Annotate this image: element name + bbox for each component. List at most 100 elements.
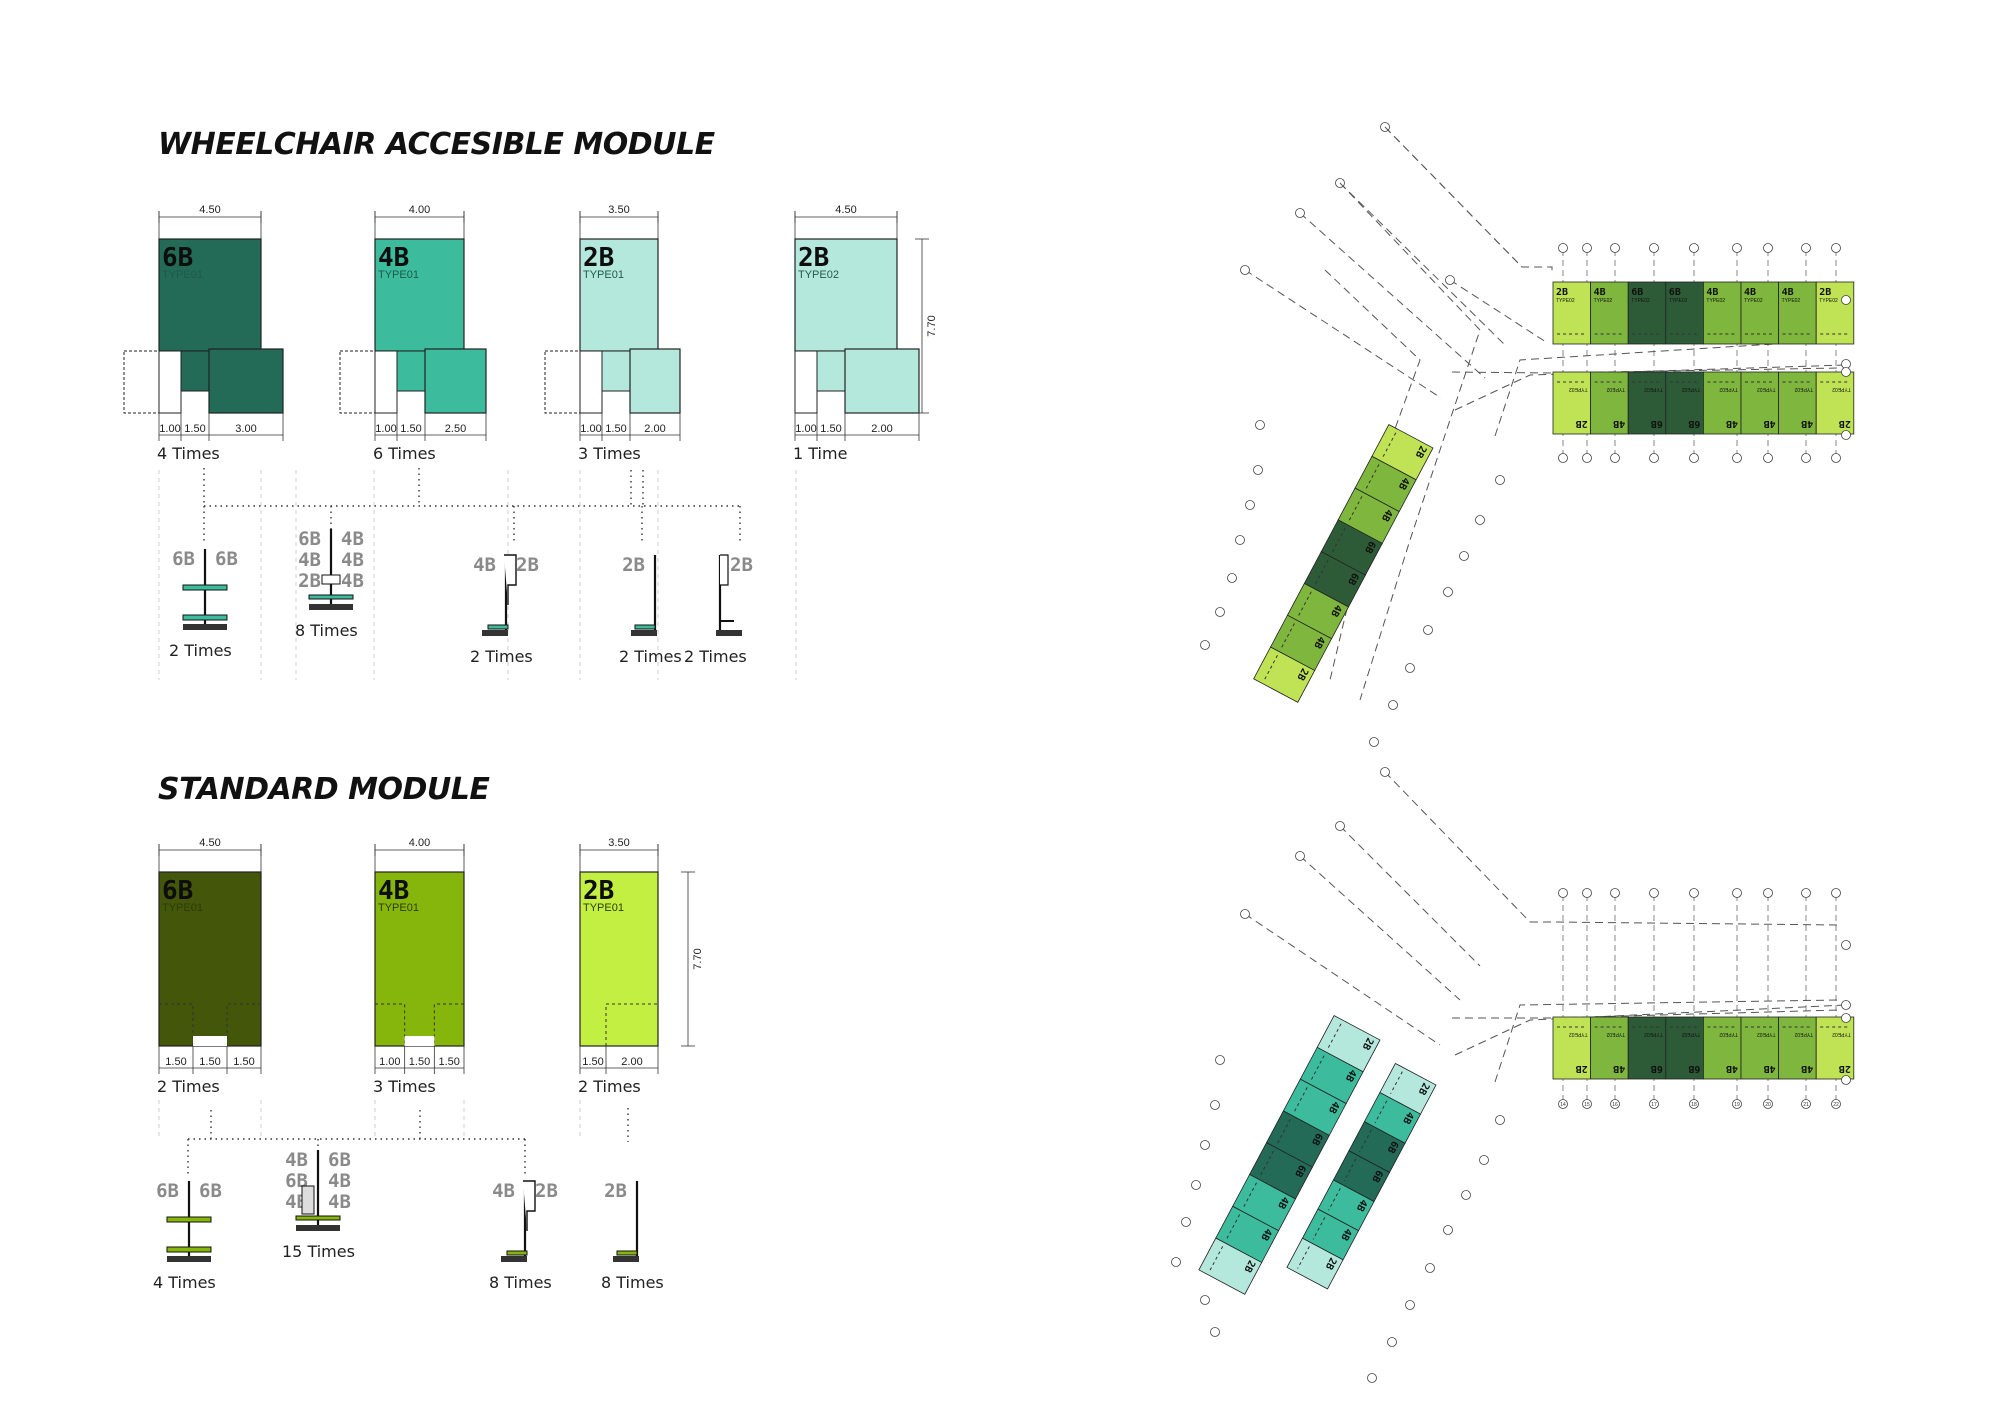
bot-row-unit-4-code: 4B: [1726, 1063, 1738, 1074]
top-lower-unit-6-type: TYPE02: [1794, 386, 1813, 392]
standard-module-1-bdim-1: 1.50: [409, 1056, 430, 1068]
wheelchair-module-title: WHEELCHAIR ACCESIBLE MODULE: [158, 127, 716, 162]
wheelchair-module-1-bdim-0: 1.00: [375, 423, 396, 435]
top-lower-unit-5-code: 4B: [1764, 418, 1776, 429]
bot-ray-3: [1244, 913, 1441, 1046]
bot-ray-0: [1384, 771, 1531, 923]
wheelchair-module-2-width-dim: 3.50: [608, 204, 629, 216]
bot-row-bubble-0: [1841, 940, 1851, 950]
bot-ray-1: [1339, 825, 1481, 967]
bot-grid-bubble-top-3: [1649, 888, 1659, 898]
standard-module-1-door-notch: [404, 1036, 435, 1046]
top-grid-bubble-bot-8: [1831, 453, 1841, 463]
top-lower-unit-4-type: TYPE02: [1719, 386, 1738, 392]
wheelchair-module-2-count: 3 Times: [578, 444, 641, 463]
standard-stack-1-right-2: 4B: [328, 1191, 351, 1213]
top-wing-bubble-r-1: [1475, 515, 1485, 525]
bot-row-unit-1-code: 4B: [1613, 1063, 1625, 1074]
bot-wing-bubble-l-2: [1200, 1140, 1210, 1150]
top-upper-unit-5-type: TYPE02: [1744, 298, 1763, 304]
standard-stack-3-ground: [613, 1256, 639, 1262]
top-upper-unit-5-code: 4B: [1744, 287, 1756, 298]
top-grid-bubble-top-3: [1649, 243, 1659, 253]
top-wing-unit-5-partition: [1297, 591, 1312, 617]
top-lower-unit-6-code: 4B: [1801, 418, 1813, 429]
top-lower-unit-4-code: 4B: [1726, 418, 1738, 429]
bot-ray-bubble-0: [1380, 767, 1390, 777]
wheelchair-stack-0-left-0: 6B: [172, 548, 195, 570]
top-wing-unit-0-code: 2B: [1413, 444, 1428, 460]
wheelchair-module-3-bdim-2: 2.00: [871, 423, 892, 435]
bot-row-unit-6-code: 4B: [1801, 1063, 1813, 1074]
bot-ray-2: [1299, 855, 1461, 1001]
wheelchair-stack-1-slab-mid: [308, 594, 354, 600]
bot-grid-bubble-top-5: [1732, 888, 1742, 898]
wheelchair-module-3-code: 2B: [798, 243, 829, 273]
standard-stack-1-right-1: 4B: [328, 1170, 351, 1192]
top-wing-bubble-r-3: [1443, 587, 1453, 597]
bot-row-unit-5-type: TYPE02: [1757, 1031, 1776, 1037]
top-wing-unit-5-code: 4B: [1328, 603, 1343, 619]
standard-stack-2-left-0: 4B: [492, 1180, 515, 1202]
wheelchair-module-0-bdim-0: 1.00: [159, 423, 180, 435]
bot-row-unit-3-type: TYPE02: [1682, 1031, 1701, 1037]
standard-module-0-body: [158, 871, 262, 1047]
bot-ray-bubble-1: [1335, 821, 1345, 831]
top-ray-1: [1339, 182, 1506, 346]
bot-wing-bubble-r-5: [1405, 1300, 1415, 1310]
top-grid-bubble-bot-2: [1610, 453, 1620, 463]
top-row-bubble-3: [1841, 430, 1851, 440]
bot-row-unit-2-code: 6B: [1651, 1063, 1663, 1074]
wheelchair-module-1-dashed-wing: [339, 350, 376, 414]
wheelchair-module-3-body: [794, 238, 898, 352]
top-wing-bubble-l-3: [1235, 535, 1245, 545]
standard-module-0-bdim-0: 1.50: [165, 1056, 186, 1068]
wheelchair-module-2-type: TYPE01: [583, 269, 624, 281]
bot-wing-inner-unit-1-code: 4B: [1400, 1110, 1415, 1126]
wheelchair-stack-2-count: 2 Times: [470, 647, 533, 666]
bot-grid-bubble-top-2: [1610, 888, 1620, 898]
wheelchair-stack-4-right-0: 2B: [730, 554, 753, 576]
wheelchair-module-3-bdim-1: 1.50: [820, 423, 841, 435]
bot-row-unit-4-type: TYPE02: [1719, 1031, 1738, 1037]
standard-module-0-code: 6B: [162, 876, 193, 906]
standard-height-dim: 7.70: [692, 948, 704, 969]
bot-wing-bubble-l-0: [1215, 1055, 1225, 1065]
bot-wing-bubble-l-1: [1210, 1100, 1220, 1110]
wheelchair-module-2-wing-a: [579, 350, 603, 414]
bot-wing-inner-unit-1-partition: [1374, 1100, 1388, 1124]
top-wing-unit-1-partition: [1365, 464, 1380, 490]
bot-grid-number-6: 20: [1765, 1102, 1771, 1108]
wheelchair-stack-3-count: 2 Times: [619, 647, 682, 666]
top-upper-unit-3-code: 6B: [1669, 287, 1681, 298]
standard-stack-2-ground: [501, 1256, 527, 1262]
top-wing-unit-7: [1253, 646, 1316, 703]
bot-ray-bubble-2: [1295, 851, 1305, 861]
bot-grid-bubble-bot-3: [1649, 1099, 1659, 1109]
wheelchair-stack-2-slab-mid: [487, 624, 509, 630]
bot-wing-inner-unit-6-partition: [1297, 1246, 1310, 1269]
bot-grid-bubble-top-4: [1689, 888, 1699, 898]
bot-wing-outer-unit-4-partition: [1259, 1150, 1274, 1176]
top-grid-bubble-top-0: [1558, 243, 1568, 253]
top-grid-bubble-bot-6: [1763, 453, 1773, 463]
bot-row-unit-0-code: 2B: [1576, 1063, 1588, 1074]
top-wing-bubble-r-2: [1459, 551, 1469, 561]
wheelchair-stack-4-ground: [716, 630, 742, 636]
wheelchair-module-0-bdim-1: 1.50: [184, 423, 205, 435]
top-path-d: [1451, 367, 1841, 374]
wheelchair-module-1-code: 4B: [378, 243, 409, 273]
bot-grid-bubble-top-8: [1831, 888, 1841, 898]
standard-module-2-bdim-1: 2.00: [621, 1056, 642, 1068]
wheelchair-module-2-body: [579, 238, 659, 352]
wheelchair-stack-4-count: 2 Times: [684, 647, 747, 666]
top-ray-bubble-2: [1295, 208, 1305, 218]
bot-wing-bubble-r-0: [1495, 1115, 1505, 1125]
bot-grid-number-4: 18: [1691, 1102, 1697, 1108]
